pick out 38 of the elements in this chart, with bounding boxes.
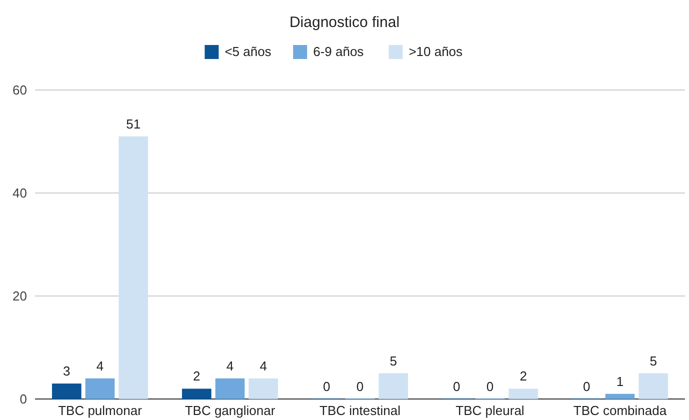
data-label: 0 bbox=[486, 379, 494, 394]
legend-label: <5 años bbox=[224, 44, 272, 59]
legend-label: >10 años bbox=[408, 44, 464, 59]
data-label: 0 bbox=[356, 379, 364, 394]
bar bbox=[215, 378, 245, 399]
data-label: 5 bbox=[390, 353, 397, 368]
data-label: 1 bbox=[616, 374, 624, 389]
data-label: 5 bbox=[650, 353, 657, 368]
bar bbox=[378, 373, 408, 399]
bar bbox=[508, 388, 538, 399]
data-label: 2 bbox=[193, 368, 200, 384]
data-label: 0 bbox=[453, 379, 460, 394]
bar bbox=[638, 373, 668, 399]
data-label: 51 bbox=[126, 116, 141, 132]
x-tick-label: TBC intestinal bbox=[320, 403, 401, 418]
legend-label: 6-9 años bbox=[313, 44, 364, 59]
x-tick-label: TBC pleural bbox=[456, 403, 524, 418]
bar bbox=[248, 378, 278, 399]
bar bbox=[85, 378, 115, 399]
data-label: 4 bbox=[96, 358, 104, 374]
bar bbox=[52, 384, 82, 399]
x-tick-label: TBC combinada bbox=[573, 403, 668, 418]
data-label: 4 bbox=[226, 358, 234, 374]
data-label: 0 bbox=[583, 379, 590, 394]
data-label: 2 bbox=[520, 368, 527, 384]
x-tick-label: TBC pulmonar bbox=[58, 403, 143, 418]
data-label: 4 bbox=[260, 358, 267, 374]
bar bbox=[605, 394, 635, 399]
chart-title: Diagnostico final bbox=[289, 14, 400, 31]
data-label: 0 bbox=[323, 379, 330, 394]
x-tick-label: TBC ganglionar bbox=[184, 403, 276, 418]
data-label: 3 bbox=[63, 364, 70, 379]
bar bbox=[182, 388, 212, 399]
y-tick-label: 20 bbox=[12, 288, 27, 304]
y-tick-label: 40 bbox=[12, 186, 27, 201]
y-tick-label: 0 bbox=[20, 392, 27, 407]
y-tick-label: 60 bbox=[12, 82, 27, 98]
bar bbox=[118, 136, 148, 399]
